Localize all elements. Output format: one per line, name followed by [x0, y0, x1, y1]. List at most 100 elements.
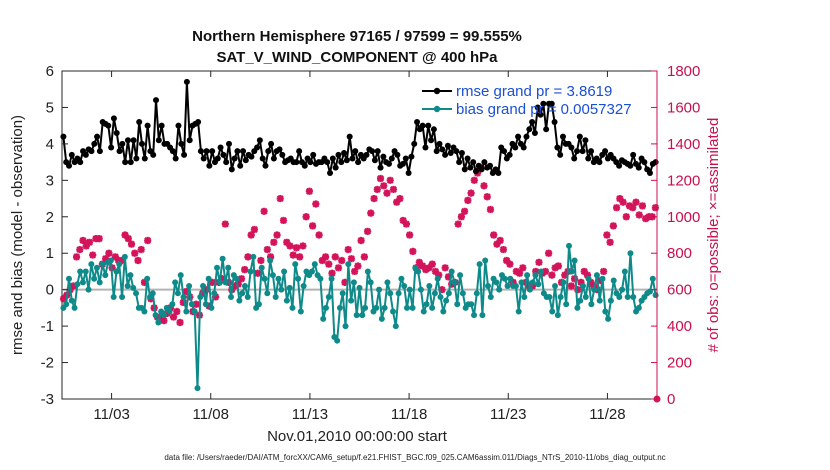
- obs-assimilated-marker: [237, 275, 246, 283]
- rmse-point: [341, 150, 348, 156]
- obs-assimilated-marker: [431, 267, 440, 276]
- obs-assimilated-marker: [121, 231, 129, 239]
- obs-assimilated-marker: [254, 269, 262, 277]
- obs-assimilated-marker: [467, 189, 475, 197]
- y-tick-label: 5: [46, 99, 54, 116]
- bias-point: [471, 312, 478, 319]
- rmse-point: [523, 133, 530, 140]
- bias-point: [390, 308, 397, 315]
- rmse-point: [602, 148, 609, 155]
- rmse-point: [209, 148, 216, 155]
- bias-point: [362, 304, 369, 311]
- bias-point: [496, 286, 503, 293]
- bias-point: [504, 283, 511, 290]
- chart-subtitle: SAT_V_WIND_COMPONENT @ 400 hPa: [216, 49, 498, 66]
- y-tick-label: 4: [46, 136, 54, 153]
- bias-point: [624, 293, 631, 300]
- obs-assimilated-marker: [577, 278, 585, 286]
- rmse-point: [430, 126, 437, 133]
- obs-assimilated-marker: [629, 204, 637, 212]
- obs-assimilated-marker: [638, 202, 647, 210]
- bias-point: [605, 315, 612, 322]
- rmse-point: [531, 129, 538, 136]
- bias-point: [451, 279, 458, 286]
- obs-assimilated-marker: [292, 244, 301, 252]
- rmse-point: [428, 137, 435, 144]
- rmse-point: [627, 162, 634, 169]
- x-axis-label: Nov.01,2010 00:00:00 start: [267, 428, 448, 445]
- y2-tick-label: 1400: [667, 136, 700, 153]
- bias-point: [63, 301, 70, 308]
- rmse-point: [576, 133, 583, 140]
- rmse-point: [352, 148, 359, 155]
- bias-point: [345, 261, 352, 268]
- obs-assimilated-marker: [85, 238, 94, 246]
- y-tick-label: 1: [46, 245, 54, 262]
- obs-assimilated-marker: [490, 231, 498, 239]
- y-tick-label: -1: [41, 318, 54, 335]
- bias-point: [524, 272, 531, 279]
- rmse-point: [512, 144, 519, 151]
- bias-point: [241, 283, 248, 290]
- bias-point: [403, 304, 410, 311]
- obs-assimilated-marker: [499, 245, 507, 254]
- bias-point: [65, 275, 72, 282]
- bias-point: [468, 301, 475, 308]
- rmse-point: [388, 155, 395, 162]
- obs-assimilated-marker: [409, 247, 417, 255]
- bias-point: [82, 268, 89, 275]
- rmse-point: [279, 151, 286, 158]
- rmse-point: [559, 133, 566, 140]
- x-tick-label: 11/08: [193, 406, 229, 423]
- rmse-point: [467, 164, 474, 171]
- bias-point: [652, 292, 659, 299]
- rmse-point: [380, 153, 387, 160]
- bias-point: [479, 312, 486, 319]
- bias-point: [91, 275, 98, 282]
- bias-point: [328, 275, 335, 282]
- bias-point: [239, 290, 246, 297]
- rmse-point: [335, 151, 342, 158]
- legend: rmse grand pr = 3.8619 bias grand pr = 0…: [422, 83, 632, 118]
- rmse-point: [425, 122, 432, 129]
- bias-point: [599, 275, 606, 282]
- bias-point: [566, 242, 573, 249]
- obs-assimilated-marker: [570, 275, 579, 283]
- y-tick-label: 6: [46, 63, 54, 80]
- rmse-point: [551, 119, 558, 126]
- rmse-point: [481, 159, 488, 166]
- rmse-point: [307, 159, 314, 166]
- obs-assimilated-marker: [241, 266, 249, 274]
- x-tick-label: 11/28: [589, 406, 625, 423]
- obs-assimilated-marker: [370, 194, 378, 203]
- y2-tick-label: 400: [667, 318, 692, 335]
- rmse-point: [371, 157, 378, 164]
- obs-assimilated-marker: [338, 256, 346, 265]
- rmse-point: [461, 166, 468, 173]
- obs-assimilated-marker: [609, 222, 617, 230]
- rmse-point: [343, 157, 350, 164]
- obs-assimilated-marker: [354, 262, 362, 270]
- rmse-point: [433, 148, 440, 155]
- bias-point: [172, 279, 179, 286]
- obs-assimilated-marker: [286, 242, 294, 250]
- bias-point: [420, 308, 427, 315]
- bias-point: [152, 312, 159, 319]
- obs-assimilated-marker: [580, 267, 588, 276]
- bias-point: [278, 286, 285, 293]
- bias-point: [518, 279, 525, 286]
- bias-point: [619, 286, 626, 293]
- plot-area: [61, 70, 658, 400]
- obs-assimilated-marker: [519, 264, 527, 272]
- bias-point: [350, 279, 357, 286]
- bias-point: [437, 293, 444, 300]
- obs-assimilated-marker: [82, 242, 90, 250]
- obs-assimilated-marker: [312, 200, 320, 208]
- bias-point: [367, 279, 374, 286]
- obs-assimilated-marker: [60, 295, 68, 303]
- obs-assimilated-marker: [202, 286, 210, 294]
- obs-assimilated-marker: [435, 271, 443, 279]
- rmse-point: [259, 155, 266, 162]
- rmse-point: [419, 122, 426, 129]
- bias-point: [406, 286, 413, 293]
